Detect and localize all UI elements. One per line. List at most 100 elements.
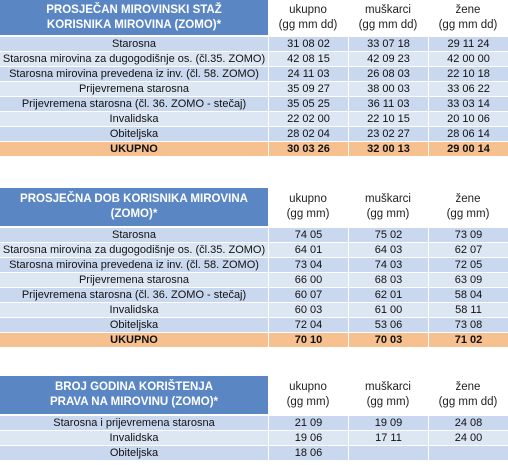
table-cell: 73 08 — [428, 318, 508, 332]
table-title: PROSJEČAN MIROVINSKI STAŽ KORISNIKA MIROV… — [0, 0, 268, 35]
column-header-ukupno: ukupno (gg mm dd) — [268, 0, 348, 35]
table-cell: 19 09 — [348, 416, 428, 430]
table-cell — [428, 446, 508, 460]
table-cell: 64 01 — [268, 243, 348, 257]
table-cell: 75 02 — [348, 228, 428, 242]
table-cell: 24 08 — [428, 416, 508, 430]
table-cell: 58 04 — [428, 288, 508, 302]
table-row: Starosna i prijevremena starosna 21 09 19 … — [0, 415, 508, 430]
table-cell: 28 02 04 — [268, 127, 348, 141]
table-cell: 33 06 22 — [428, 82, 508, 96]
total-cell: 29 00 14 — [428, 142, 508, 156]
column-header-zene: žene (gg mm) — [428, 188, 508, 226]
table-cell: 24 11 03 — [268, 67, 348, 81]
row-label: Starosna i prijevremena starosna — [0, 416, 268, 430]
column-header-ukupno: ukupno (gg mm) — [268, 376, 348, 414]
total-cell: 30 03 26 — [268, 142, 348, 156]
column-header-ukupno: ukupno (gg mm) — [268, 188, 348, 226]
table-row: Starosna mirovina za dugogodišnje os. (č… — [0, 51, 508, 66]
table-cell: 63 09 — [428, 273, 508, 287]
table-cell: 62 07 — [428, 243, 508, 257]
table-prosjecna-dob: PROSJEČNA DOB KORISNIKA MIROVINA (ZOMO)*… — [0, 188, 508, 347]
table-row: Prijevremena starosna 35 09 27 38 00 03 33 … — [0, 81, 508, 96]
table-row: Prijevremena starosna (čl. 36. ZOMO - st… — [0, 287, 508, 302]
row-label: Prijevremena starosna (čl. 36. ZOMO - st… — [0, 288, 268, 302]
table-cell: 68 03 — [348, 273, 428, 287]
row-label: Starosna mirovina za dugogodišnje os. (č… — [0, 243, 268, 257]
column-header-zene: žene (gg mm dd) — [428, 0, 508, 35]
row-label: Obiteljska — [0, 127, 268, 141]
table-cell: 72 05 — [428, 258, 508, 272]
table-cell: 33 03 14 — [428, 97, 508, 111]
column-header-muskarci: muškarci (gg mm) — [348, 188, 428, 226]
column-header-muskarci: muškarci (gg mm) — [348, 376, 428, 414]
total-cell: 32 00 13 — [348, 142, 428, 156]
row-label: Invalidska — [0, 303, 268, 317]
table-cell: 23 02 27 — [348, 127, 428, 141]
table-row: Obiteljska 18 06 — [0, 445, 508, 460]
table-broj-godina: BROJ GODINA KORIŠTENJA PRAVA NA MIROVINU … — [0, 376, 508, 460]
table-cell: 64 03 — [348, 243, 428, 257]
row-label: Prijevremena starosna — [0, 273, 268, 287]
table-row: Starosna mirovina prevedena iz inv. (čl.… — [0, 66, 508, 81]
row-label: Starosna — [0, 37, 268, 51]
total-cell: 70 10 — [268, 333, 348, 347]
total-label: UKUPNO — [0, 333, 268, 347]
table-row: Prijevremena starosna (čl. 36. ZOMO - st… — [0, 96, 508, 111]
column-header-muskarci: muškarci (gg mm dd) — [348, 0, 428, 35]
table-cell: 62 01 — [348, 288, 428, 302]
table-cell: 73 09 — [428, 228, 508, 242]
table-title: BROJ GODINA KORIŠTENJA PRAVA NA MIROVINU … — [0, 376, 268, 414]
table-cell: 38 00 03 — [348, 82, 428, 96]
table-row: Starosna mirovina za dugogodišnje os. (č… — [0, 242, 508, 257]
table-cell: 72 04 — [268, 318, 348, 332]
table-header: PROSJEČAN MIROVINSKI STAŽ KORISNIKA MIROV… — [0, 0, 508, 35]
table-cell: 22 10 15 — [348, 112, 428, 126]
table-total-row: UKUPNO 30 03 26 32 00 13 29 00 14 — [0, 141, 508, 156]
row-label: Obiteljska — [0, 318, 268, 332]
table-cell: 61 00 — [348, 303, 428, 317]
table-cell: 36 11 03 — [348, 97, 428, 111]
table-cell: 35 05 25 — [268, 97, 348, 111]
table-total-row: UKUPNO 70 10 70 03 71 02 — [0, 332, 508, 347]
table-cell: 66 00 — [268, 273, 348, 287]
table-cell: 35 09 27 — [268, 82, 348, 96]
table-cell — [348, 446, 428, 460]
table-cell: 33 07 18 — [348, 37, 428, 51]
row-label: Starosna mirovina prevedena iz inv. (čl.… — [0, 258, 268, 272]
table-cell: 60 07 — [268, 288, 348, 302]
row-label: Prijevremena starosna (čl. 36. ZOMO - st… — [0, 97, 268, 111]
table-cell: 26 08 03 — [348, 67, 428, 81]
table-cell: 73 04 — [268, 258, 348, 272]
table-cell: 42 09 23 — [348, 52, 428, 66]
table-header: PROSJEČNA DOB KORISNIKA MIROVINA (ZOMO)*… — [0, 188, 508, 226]
table-row: Obiteljska 72 04 53 06 73 08 — [0, 317, 508, 332]
table-row: Invalidska 19 06 17 11 24 00 — [0, 430, 508, 445]
row-label: Starosna mirovina za dugogodišnje os. (č… — [0, 52, 268, 66]
table-cell: 21 09 — [268, 416, 348, 430]
row-label: Invalidska — [0, 431, 268, 445]
table-mirovinski-staz: PROSJEČAN MIROVINSKI STAŽ KORISNIKA MIROV… — [0, 0, 508, 156]
table-cell: 18 06 — [268, 446, 348, 460]
row-label: Starosna mirovina prevedena iz inv. (čl.… — [0, 67, 268, 81]
table-cell: 24 00 — [428, 431, 508, 445]
total-cell: 71 02 — [428, 333, 508, 347]
table-cell: 17 11 — [348, 431, 428, 445]
table-row: Starosna mirovina prevedena iz inv. (čl.… — [0, 257, 508, 272]
total-label: UKUPNO — [0, 142, 268, 156]
table-cell: 74 03 — [348, 258, 428, 272]
table-cell: 53 06 — [348, 318, 428, 332]
table-cell: 19 06 — [268, 431, 348, 445]
table-cell: 20 10 06 — [428, 112, 508, 126]
table-row: Invalidska 22 02 00 22 10 15 20 10 06 — [0, 111, 508, 126]
table-cell: 28 06 14 — [428, 127, 508, 141]
table-cell: 58 11 — [428, 303, 508, 317]
table-cell: 31 08 02 — [268, 37, 348, 51]
table-cell: 22 02 00 — [268, 112, 348, 126]
table-title: PROSJEČNA DOB KORISNIKA MIROVINA (ZOMO)* — [0, 188, 268, 226]
table-cell: 74 05 — [268, 228, 348, 242]
table-row: Obiteljska 28 02 04 23 02 27 28 06 14 — [0, 126, 508, 141]
table-header: BROJ GODINA KORIŠTENJA PRAVA NA MIROVINU … — [0, 376, 508, 414]
row-label: Obiteljska — [0, 446, 268, 460]
table-row: Invalidska 60 03 61 00 58 11 — [0, 302, 508, 317]
